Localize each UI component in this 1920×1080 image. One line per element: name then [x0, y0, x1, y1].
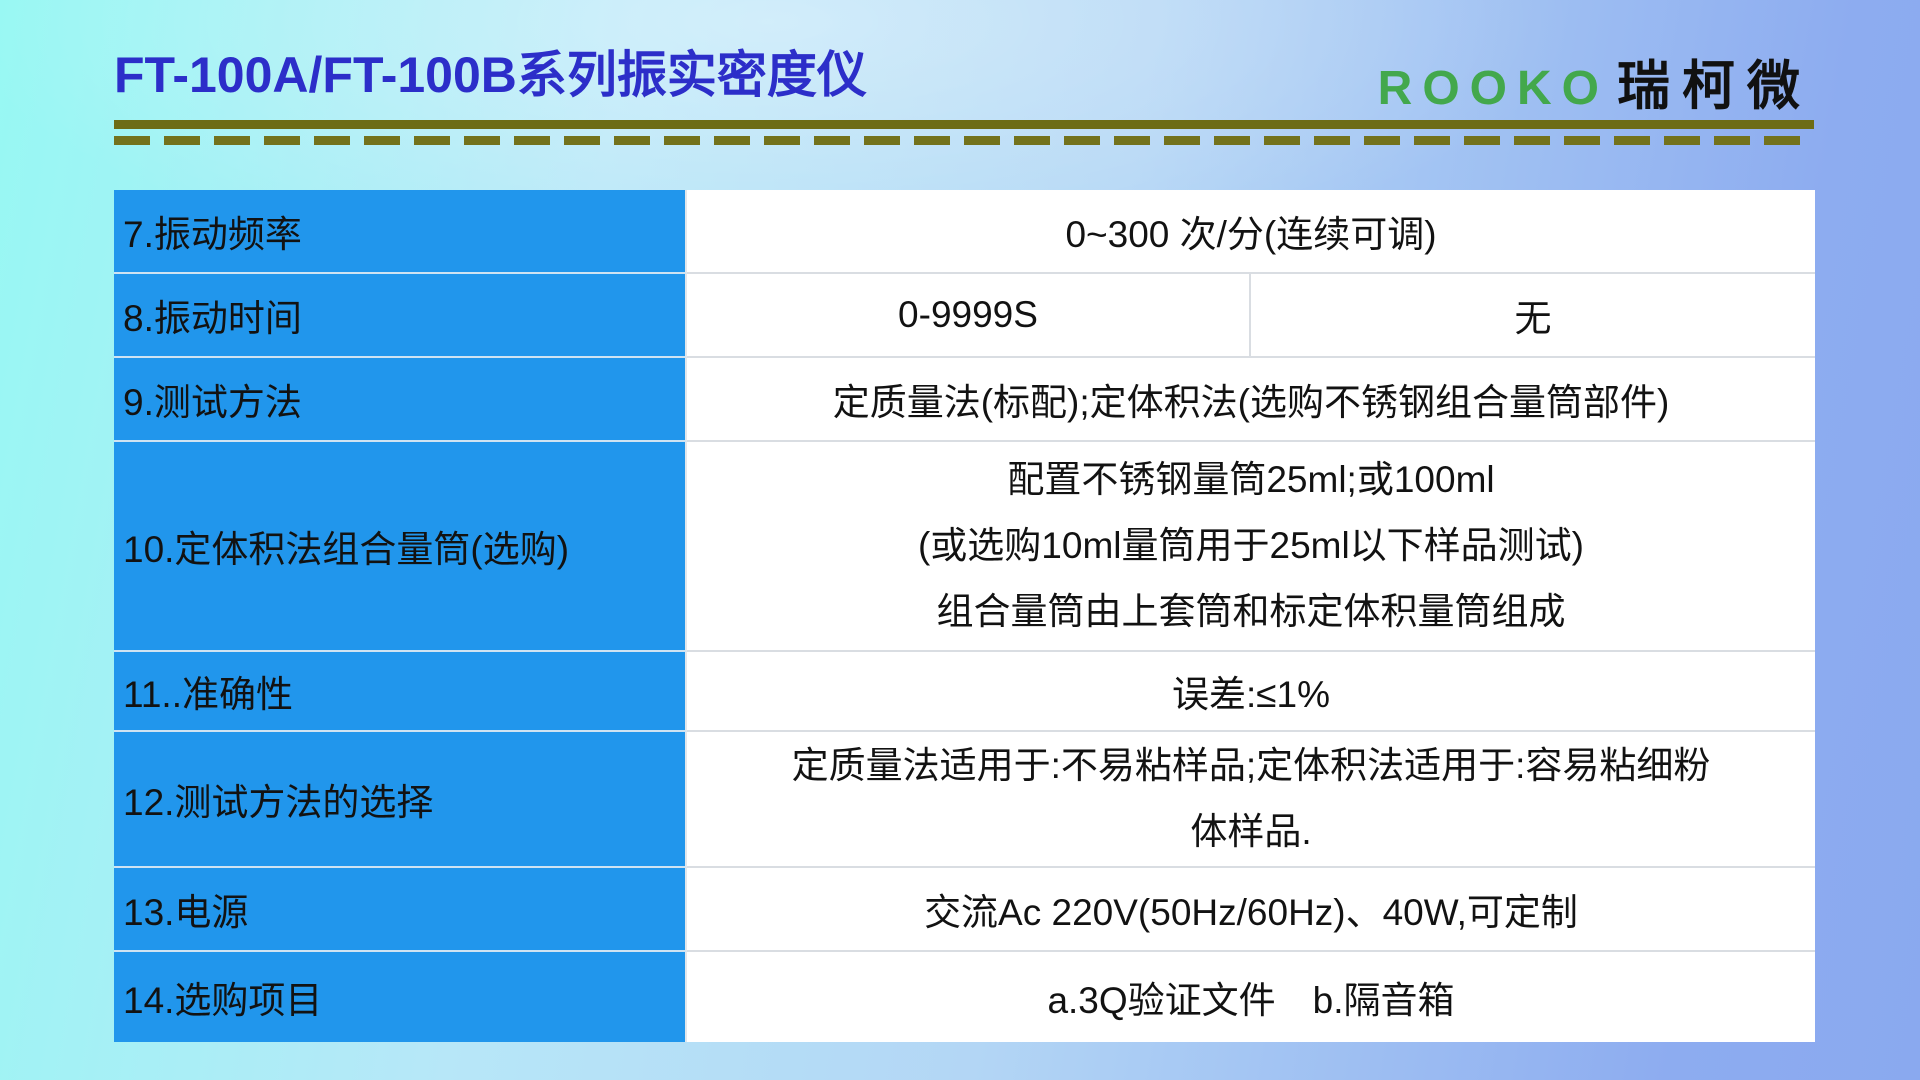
spec-label-optional-items: 14.选购项目 — [114, 952, 687, 1042]
spec-value-line: 体样品. — [1190, 811, 1312, 852]
page-title: FT-100A/FT-100B系列振实密度仪 — [114, 47, 867, 103]
spec-value-test-method: 定质量法(标配);定体积法(选购不锈钢组合量筒部件) — [687, 358, 1815, 442]
title-underline-solid — [114, 120, 1814, 129]
spec-label-power: 13.电源 — [114, 868, 687, 952]
spec-label-vibration-frequency: 7.振动频率 — [114, 190, 687, 274]
spec-value-optional-items: a.3Q验证文件 b.隔音箱 — [687, 952, 1815, 1042]
spec-value-line: 配置不锈钢量筒25ml;或100ml — [1007, 459, 1495, 500]
brand-logo: ROOKO 瑞柯微 — [1378, 44, 1812, 120]
spec-table: 7.振动频率 0~300 次/分(连续可调) 8.振动时间 0-9999S 无 … — [114, 190, 1815, 1042]
spec-label-accuracy: 11..准确性 — [114, 652, 687, 732]
spec-value-vibration-time-b: 无 — [1251, 274, 1815, 358]
spec-value-vibration-time-a: 0-9999S — [687, 274, 1251, 358]
spec-value-line: 定质量法适用于:不易粘样品;定体积法适用于:容易粘细粉 — [791, 745, 1711, 786]
spec-label-combined-cylinder: 10.定体积法组合量筒(选购) — [114, 442, 687, 652]
spec-label-method-selection: 12.测试方法的选择 — [114, 732, 687, 868]
spec-value-method-selection: 定质量法适用于:不易粘样品;定体积法适用于:容易粘细粉 体样品. — [687, 732, 1815, 868]
spec-value-combined-cylinder: 配置不锈钢量筒25ml;或100ml (或选购10ml量筒用于25ml以下样品测… — [687, 442, 1815, 652]
spec-value-power: 交流Ac 220V(50Hz/60Hz)、40W,可定制 — [687, 868, 1815, 952]
spec-value-line: (或选购10ml量筒用于25ml以下样品测试) — [917, 525, 1585, 566]
spec-label-vibration-time: 8.振动时间 — [114, 274, 687, 358]
title-underline-dashed — [114, 136, 1814, 145]
spec-label-test-method: 9.测试方法 — [114, 358, 687, 442]
spec-value-accuracy: 误差:≤1% — [687, 652, 1815, 732]
spec-value-vibration-frequency: 0~300 次/分(连续可调) — [687, 190, 1815, 274]
brand-cjk-ruikewei: 瑞柯微 — [1617, 57, 1812, 116]
spec-value-line: 组合量筒由上套筒和标定体积量筒组成 — [936, 591, 1566, 632]
brand-latin-rooko: ROOKO — [1377, 62, 1609, 115]
